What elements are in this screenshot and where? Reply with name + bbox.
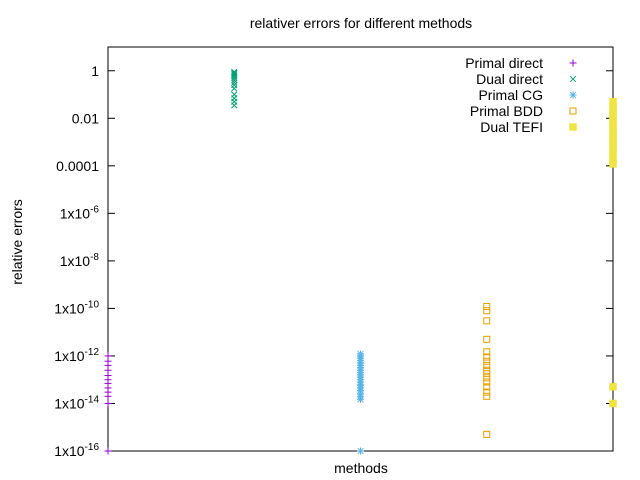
y-tick-label: 1x10-10	[54, 299, 99, 316]
legend-label: Dual direct	[476, 71, 543, 87]
legend-label: Dual TEFI	[480, 119, 543, 135]
y-tick-label-base: 1x10	[60, 253, 91, 269]
y-axis-label: relative errors	[9, 199, 25, 285]
y-tick-label-exponent: -12	[85, 347, 100, 358]
data-point	[357, 395, 364, 403]
data-point	[357, 447, 364, 455]
legend-marker	[569, 123, 577, 131]
data-point	[609, 383, 617, 391]
data-point	[483, 378, 491, 386]
y-tick-label-base: 1	[91, 63, 99, 79]
legend-label: Primal CG	[478, 87, 543, 103]
data-point	[483, 303, 491, 311]
y-tick-label-base: 1x10	[60, 205, 91, 221]
y-axis-ticks: 10.010.00011x10-61x10-81x10-101x10-121x1…	[54, 63, 613, 459]
data-point	[104, 399, 112, 407]
y-tick-label-base: 1x10	[54, 300, 85, 316]
y-tick-label-exponent: -14	[85, 394, 100, 405]
data-point	[104, 447, 112, 455]
y-tick-label-base: 1x10	[54, 348, 85, 364]
data-points	[104, 68, 617, 455]
y-tick-label-base: 1x10	[54, 395, 85, 411]
y-tick-label-exponent: -16	[85, 442, 100, 453]
y-tick-label-base: 1x10	[54, 443, 85, 459]
legend-marker	[569, 107, 577, 115]
legend-marker	[569, 59, 577, 67]
y-tick-label: 1x10-16	[54, 442, 99, 459]
data-point	[231, 102, 238, 109]
chart-title: relativer errors for different methods	[250, 15, 472, 31]
y-tick-label: 0.0001	[56, 158, 99, 174]
data-point	[483, 361, 491, 369]
y-tick-label: 1	[91, 63, 99, 79]
y-tick-label: 1x10-14	[54, 394, 99, 411]
data-point	[483, 370, 491, 378]
data-point	[483, 392, 491, 400]
data-point	[483, 374, 491, 382]
y-tick-label-exponent: -10	[85, 299, 100, 310]
data-point	[609, 399, 617, 408]
data-point	[231, 85, 238, 92]
legend-label: Primal direct	[465, 55, 543, 71]
data-point	[483, 388, 491, 396]
data-point	[231, 69, 238, 77]
legend-marker	[569, 91, 577, 99]
legend-marker	[569, 75, 577, 83]
y-tick-label-base: 0.01	[72, 110, 99, 126]
data-point	[483, 317, 491, 325]
y-tick-label-exponent: -6	[90, 204, 99, 215]
y-tick-label: 1x10-8	[60, 252, 100, 269]
x-axis-label: methods	[334, 460, 388, 476]
data-point	[609, 160, 617, 168]
data-point	[483, 348, 491, 356]
data-point	[231, 77, 238, 84]
y-tick-label: 0.01	[72, 110, 99, 126]
y-tick-label-exponent: -8	[90, 252, 99, 263]
data-point	[483, 335, 491, 343]
data-point	[483, 383, 491, 391]
data-point	[483, 353, 491, 361]
data-point	[483, 307, 491, 315]
data-point	[231, 79, 238, 86]
data-point	[231, 74, 238, 82]
y-tick-label: 1x10-12	[54, 347, 99, 364]
data-point	[104, 392, 112, 400]
legend-label: Primal BDD	[470, 103, 543, 119]
data-point	[483, 357, 491, 365]
data-point	[483, 430, 491, 438]
y-tick-label-base: 0.0001	[56, 158, 99, 174]
y-tick-label: 1x10-6	[60, 204, 100, 221]
